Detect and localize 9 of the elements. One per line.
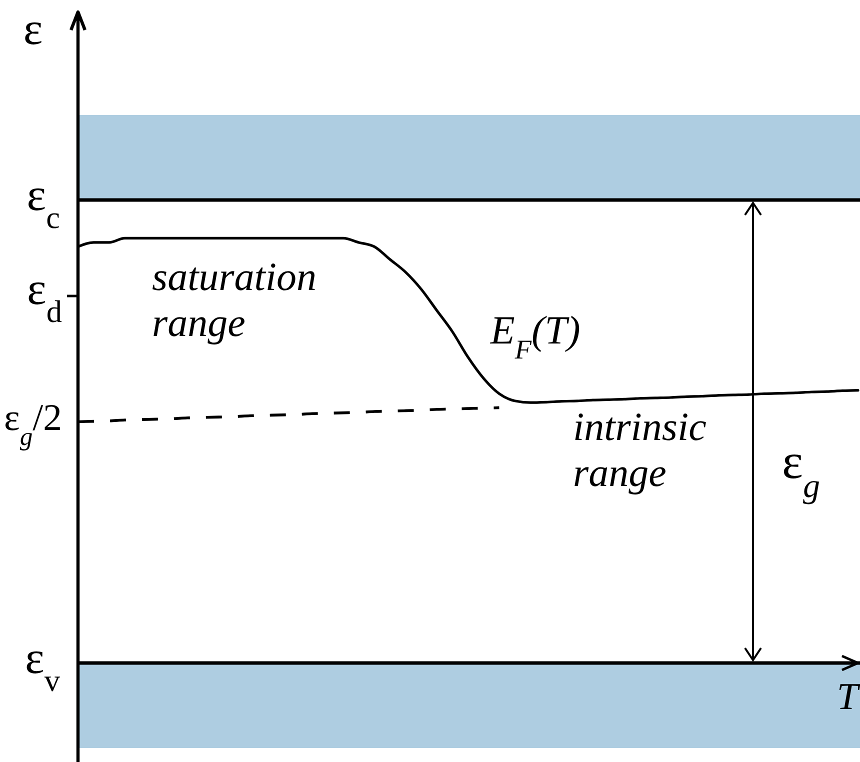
annotation: ε$_{g}$ xyxy=(782,433,820,504)
annotation: intrinsic range xyxy=(573,404,716,495)
y-axis-title: ε xyxy=(23,3,43,54)
text: ε$_{d}$ xyxy=(27,263,62,328)
ref-line-label: ε$_{c}$ xyxy=(26,168,60,234)
series-label: E$_{F}$(T) xyxy=(489,308,580,365)
annotation: saturation range xyxy=(152,254,326,345)
text: ε$_{g}$/2 xyxy=(4,397,62,450)
ref-line-label: ε$_{v}$ xyxy=(25,632,60,698)
